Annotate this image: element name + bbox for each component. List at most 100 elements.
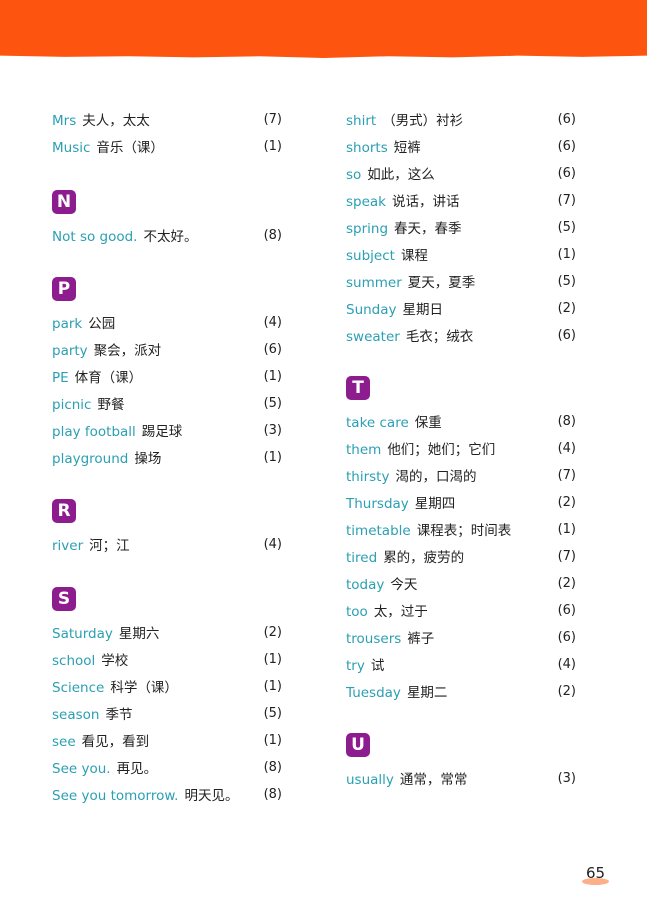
chinese-meaning: 裤子: [407, 631, 435, 647]
chinese-meaning: 保重: [414, 415, 442, 431]
english-word: park: [52, 316, 83, 332]
unit-number: (2): [263, 625, 282, 640]
vocab-entry: Sunday 星期日 (2): [346, 295, 576, 322]
vocab-entry: party 聚会，派对 (6): [52, 336, 282, 363]
chinese-meaning: 星期四: [414, 496, 456, 512]
chinese-meaning: 科学（课）: [110, 680, 178, 696]
vocab-entry: Thursday 星期四 (2): [346, 489, 576, 516]
vocab-entry: playground 操场 (1): [52, 444, 282, 471]
english-word: them: [346, 442, 382, 458]
english-word: Saturday: [52, 626, 113, 642]
vocab-entry: see 看见，看到 (1): [52, 727, 282, 754]
vocab-entry: Mrs 夫人，太太 (7): [52, 106, 282, 133]
english-word: Science: [52, 680, 105, 696]
chinese-meaning: 通常，常常: [399, 772, 468, 788]
vocab-entry: play football 踢足球 (3): [52, 417, 282, 444]
vocab-entry: sweater 毛衣；绒衣 (6): [346, 322, 576, 349]
english-word: Mrs: [52, 113, 77, 129]
letter-badge: R: [52, 499, 76, 523]
english-word: picnic: [52, 397, 92, 413]
english-word: PE: [52, 370, 69, 386]
english-word: trousers: [346, 631, 402, 647]
english-word: sweater: [346, 329, 400, 345]
letter-section-s: S Saturday 星期六 (2) school 学校 (1) Science 科学（课） (1…: [52, 587, 282, 808]
unit-number: (5): [263, 706, 282, 721]
english-word: usually: [346, 772, 394, 788]
unit-number: (1): [263, 733, 282, 748]
chinese-meaning: 再见。: [116, 761, 158, 777]
letter-badge: T: [346, 376, 370, 400]
unit-number: (3): [557, 771, 576, 786]
unit-number: (2): [557, 495, 576, 510]
vocab-entry: See you tomorrow. 明天见。 (8): [52, 781, 282, 808]
english-word: thirsty: [346, 469, 390, 485]
vocab-entry: trousers 裤子 (6): [346, 624, 576, 651]
unit-number: (3): [263, 423, 282, 438]
english-word: Sunday: [346, 302, 397, 318]
unit-number: (7): [263, 112, 282, 127]
english-word: summer: [346, 275, 402, 291]
chinese-meaning: 课程表；时间表: [416, 523, 512, 539]
unit-number: (5): [557, 220, 576, 235]
vocab-entry: today 今天 (2): [346, 570, 576, 597]
english-word: shirt: [346, 113, 377, 129]
chinese-meaning: 夫人，太太: [82, 113, 150, 129]
english-word: play football: [52, 424, 136, 440]
vocab-entry: picnic 野餐 (5): [52, 390, 282, 417]
english-word: today: [346, 577, 385, 593]
vocab-entry: Not so good. 不太好。 (8): [52, 222, 282, 249]
vocab-entry: spring 春天，春季 (5): [346, 214, 576, 241]
english-word: take care: [346, 415, 409, 431]
unit-number: (4): [263, 537, 282, 552]
unit-number: (1): [263, 139, 282, 154]
chinese-meaning: 渴的，口渴的: [395, 469, 477, 485]
unit-number: (6): [557, 139, 576, 154]
vocab-entry: shirt （男式）衬衫 (6): [346, 106, 576, 133]
unit-number: (5): [263, 396, 282, 411]
vocab-entry: take care 保重 (8): [346, 408, 576, 435]
chinese-meaning: 星期六: [118, 626, 160, 642]
unit-number: (6): [263, 342, 282, 357]
chinese-meaning: 累的，疲劳的: [383, 550, 465, 566]
vocab-entry: too 太，过于 (6): [346, 597, 576, 624]
letter-badge: N: [52, 190, 76, 214]
unit-number: (7): [557, 468, 576, 483]
chinese-meaning: 音乐（课）: [96, 140, 164, 156]
vocab-entry: park 公园 (4): [52, 309, 282, 336]
chinese-meaning: 太，过于: [373, 604, 428, 620]
unit-number: (6): [557, 603, 576, 618]
vocab-entry: Science 科学（课） (1): [52, 673, 282, 700]
chinese-meaning: 春天，春季: [394, 221, 462, 237]
english-word: Music: [52, 140, 91, 156]
english-word: Not so good.: [52, 229, 138, 245]
english-word: Tuesday: [346, 685, 401, 701]
chinese-meaning: 毛衣；绒衣: [405, 329, 474, 345]
vocab-entry: Music 音乐（课） (1): [52, 133, 282, 160]
unit-number: (5): [557, 274, 576, 289]
chinese-meaning: 操场: [134, 451, 162, 467]
chinese-meaning: 河；江: [89, 538, 130, 554]
chinese-meaning: 短裤: [393, 140, 421, 156]
english-word: speak: [346, 194, 386, 210]
chinese-meaning: 说话，讲话: [392, 194, 460, 210]
page-number: 65: [581, 864, 610, 885]
unit-number: (1): [557, 522, 576, 537]
vocab-entry: try 试 (4): [346, 651, 576, 678]
unit-number: (6): [557, 112, 576, 127]
vocab-entry: tired 累的，疲劳的 (7): [346, 543, 576, 570]
english-word: shorts: [346, 140, 388, 156]
chinese-meaning: 聚会，派对: [93, 343, 162, 359]
english-word: river: [52, 538, 84, 554]
english-word: Thursday: [346, 496, 409, 512]
chinese-meaning: 夏天，夏季: [407, 275, 476, 291]
english-word: season: [52, 707, 100, 723]
unit-number: (6): [557, 328, 576, 343]
chinese-meaning: 他们；她们；它们: [387, 442, 496, 458]
letter-badge: U: [346, 733, 370, 757]
unit-number: (6): [557, 166, 576, 181]
letter-badge: P: [52, 277, 76, 301]
vocab-entry: subject 课程 (1): [346, 241, 576, 268]
top-banner: [0, 0, 647, 58]
